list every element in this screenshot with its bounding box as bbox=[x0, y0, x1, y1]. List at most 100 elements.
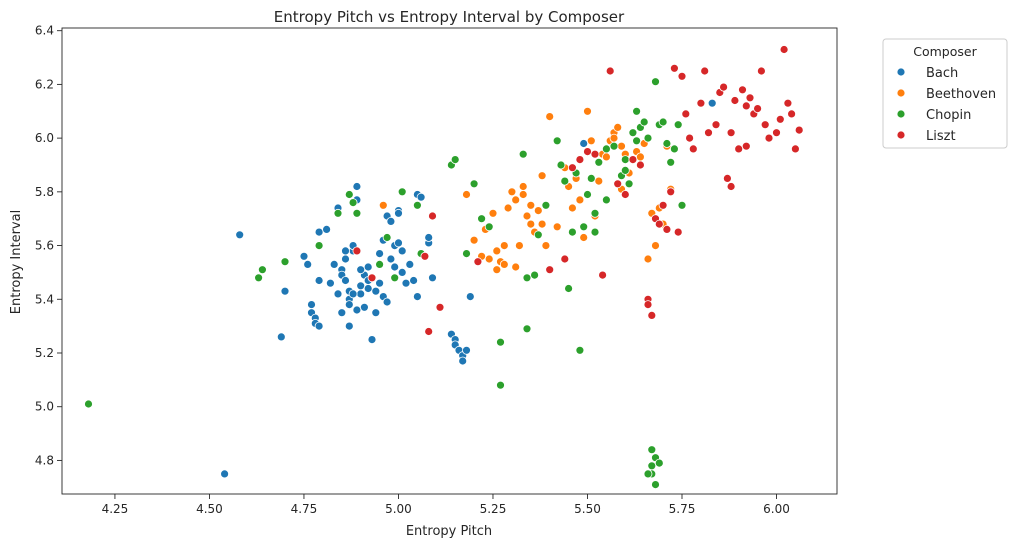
point-beethoven-56 bbox=[499, 259, 509, 269]
point-beethoven-8 bbox=[492, 265, 502, 275]
legend-marker bbox=[896, 88, 906, 98]
point-bach-24 bbox=[344, 321, 354, 331]
point-chopin-22 bbox=[496, 380, 505, 390]
point-bach-76 bbox=[337, 308, 347, 318]
point-beethoven-55 bbox=[511, 262, 521, 272]
point-liszt-33 bbox=[696, 98, 706, 108]
point-liszt-10 bbox=[575, 155, 585, 165]
point-liszt-25 bbox=[662, 224, 672, 234]
point-beethoven-49 bbox=[651, 241, 660, 251]
point-bach-37 bbox=[375, 249, 385, 259]
plot-frame bbox=[61, 27, 838, 495]
y-tick-label: 5.8 bbox=[35, 185, 54, 199]
point-liszt-42 bbox=[734, 144, 744, 154]
legend-marker bbox=[896, 109, 906, 119]
point-beethoven-10 bbox=[499, 241, 509, 251]
point-bach-10 bbox=[314, 321, 324, 331]
point-chopin-35 bbox=[579, 222, 589, 232]
point-bach-11 bbox=[314, 276, 324, 285]
point-beethoven-6 bbox=[488, 208, 498, 218]
point-liszt-41 bbox=[730, 96, 740, 105]
point-chopin-45 bbox=[628, 128, 638, 138]
point-bach-57 bbox=[428, 273, 437, 283]
point-beethoven-13 bbox=[511, 195, 521, 205]
point-liszt-3 bbox=[424, 327, 434, 336]
point-chopin-62 bbox=[670, 144, 679, 154]
x-tick-label: 5.50 bbox=[574, 502, 601, 516]
point-chopin-8 bbox=[352, 208, 362, 218]
point-beethoven-2 bbox=[469, 235, 479, 245]
y-tick-label: 5.6 bbox=[35, 239, 54, 253]
point-liszt-18 bbox=[636, 160, 645, 170]
point-beethoven-47 bbox=[643, 254, 653, 264]
point-chopin-36 bbox=[583, 190, 592, 199]
point-bach-54 bbox=[416, 192, 426, 202]
point-chopin-10 bbox=[382, 233, 392, 242]
point-chopin-49 bbox=[643, 133, 653, 143]
point-bach-71 bbox=[359, 302, 369, 312]
point-chopin-26 bbox=[530, 270, 539, 280]
point-chopin-69 bbox=[632, 136, 641, 146]
point-beethoven-15 bbox=[518, 182, 528, 191]
legend: Composer Bach Beethoven Chopin Liszt bbox=[882, 38, 1008, 149]
point-liszt-21 bbox=[647, 310, 657, 320]
point-chopin-19 bbox=[477, 214, 487, 224]
point-chopin-68 bbox=[620, 165, 630, 175]
point-bach-32 bbox=[363, 262, 373, 272]
point-liszt-39 bbox=[723, 173, 732, 183]
point-bach-66 bbox=[579, 139, 589, 148]
point-chopin-55 bbox=[654, 458, 664, 468]
point-liszt-35 bbox=[704, 128, 713, 138]
point-liszt-20 bbox=[643, 300, 653, 310]
point-chopin-4 bbox=[314, 241, 324, 251]
point-beethoven-24 bbox=[552, 222, 562, 232]
point-beethoven-30 bbox=[579, 233, 589, 242]
point-chopin-43 bbox=[620, 155, 630, 165]
point-chopin-44 bbox=[624, 179, 634, 189]
point-bach-28 bbox=[352, 182, 362, 191]
point-beethoven-54 bbox=[526, 219, 536, 229]
y-tick-label: 5.2 bbox=[35, 346, 54, 360]
point-liszt-27 bbox=[670, 63, 679, 73]
point-liszt-8 bbox=[560, 254, 570, 264]
point-chopin-65 bbox=[560, 176, 570, 186]
x-tick-label: 5.00 bbox=[385, 502, 412, 516]
point-liszt-55 bbox=[787, 109, 796, 119]
point-bach-63 bbox=[458, 356, 468, 366]
point-chopin-29 bbox=[552, 136, 562, 146]
point-bach-77 bbox=[352, 305, 362, 315]
point-beethoven-29 bbox=[575, 195, 585, 205]
point-bach-47 bbox=[397, 246, 407, 256]
point-bach-49 bbox=[401, 278, 411, 288]
point-bach-41 bbox=[386, 254, 396, 264]
point-chopin-28 bbox=[541, 200, 551, 210]
point-bach-12 bbox=[314, 227, 324, 237]
x-tick-label: 4.50 bbox=[196, 502, 223, 516]
point-chopin-41 bbox=[609, 141, 619, 151]
point-liszt-6 bbox=[473, 257, 483, 267]
y-tick-label: 6.0 bbox=[35, 131, 54, 145]
legend-label: Chopin bbox=[926, 108, 971, 123]
point-chopin-6 bbox=[344, 190, 354, 199]
point-bach-23 bbox=[344, 300, 354, 310]
point-chopin-13 bbox=[412, 200, 422, 210]
point-liszt-12 bbox=[590, 149, 600, 159]
point-chopin-51 bbox=[647, 461, 657, 471]
point-liszt-40 bbox=[726, 182, 736, 191]
y-axis-ticks: 4.8 5.0 5.2 5.4 5.6 5.8 6.0 6.2 6.4 bbox=[35, 24, 62, 467]
point-liszt-5 bbox=[435, 302, 445, 312]
point-beethoven-36 bbox=[602, 152, 611, 162]
point-bach-29 bbox=[356, 289, 366, 299]
legend-box bbox=[882, 38, 1008, 149]
point-chopin-5 bbox=[333, 208, 343, 218]
point-bach-50 bbox=[405, 259, 415, 269]
point-liszt-53 bbox=[779, 45, 789, 54]
point-chopin-27 bbox=[533, 230, 543, 240]
point-bach-70 bbox=[341, 246, 350, 256]
point-beethoven-31 bbox=[583, 106, 592, 116]
point-chopin-57 bbox=[651, 77, 660, 87]
point-liszt-56 bbox=[791, 144, 800, 154]
point-beethoven-12 bbox=[507, 187, 517, 197]
point-bach-3 bbox=[280, 286, 290, 296]
point-chopin-11 bbox=[390, 273, 400, 283]
